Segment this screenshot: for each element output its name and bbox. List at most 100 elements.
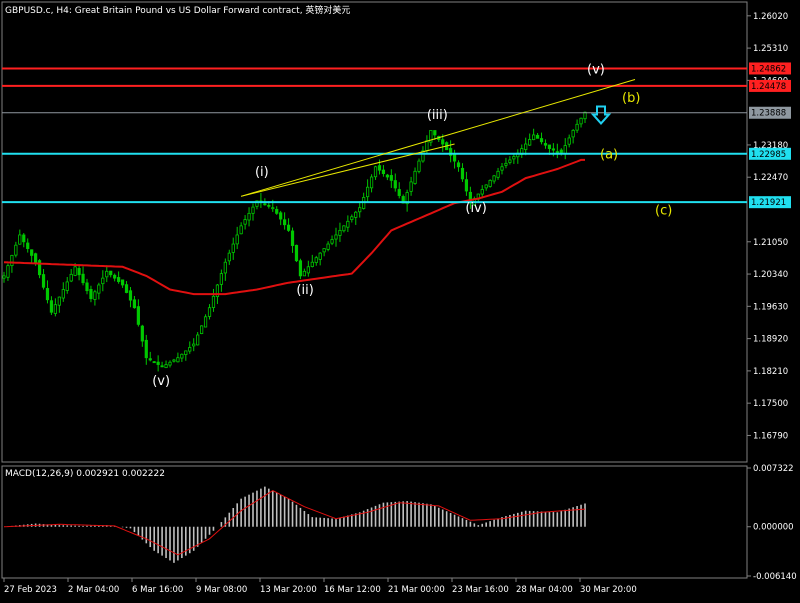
- candle-body: [555, 151, 559, 154]
- horizontal-levels[interactable]: [2, 67, 747, 204]
- wave-labels: (v) (i) (ii) (iii) (iv) (v) (a) (b) (c): [152, 63, 672, 389]
- candle-body: [330, 239, 334, 244]
- candle-body: [105, 270, 109, 278]
- candle-body: [551, 148, 555, 151]
- candle-body: [45, 288, 50, 301]
- wave-label: (ii): [296, 283, 313, 298]
- macd-signal-line: [3, 490, 586, 556]
- candle-body: [583, 111, 587, 120]
- time-axis-label: 28 Mar 04:00: [516, 585, 573, 595]
- support-upper-tag: 1.22985: [751, 150, 786, 160]
- candle-body: [219, 273, 223, 285]
- candle-body: [409, 181, 413, 192]
- time-axis-label: 21 Mar 00:00: [388, 585, 445, 595]
- wave-label: (iii): [427, 108, 448, 123]
- candle-body: [405, 192, 409, 205]
- candle-body: [460, 167, 465, 180]
- candle-body: [61, 289, 65, 299]
- candle-body: [318, 252, 322, 260]
- price-axis-label: 1.19630: [753, 302, 788, 312]
- candle-body: [49, 300, 54, 313]
- candle-body: [524, 143, 528, 150]
- candle-body: [512, 156, 516, 160]
- chart-title: GBPUSD.c, H4: Great Britain Pound vs US …: [5, 6, 351, 16]
- macd-indicator: [3, 486, 586, 563]
- time-axis-label: 13 Mar 20:00: [260, 585, 317, 595]
- wave-label: (i): [255, 165, 269, 180]
- price-axis-label: 1.18920: [753, 335, 788, 345]
- candle-body: [500, 166, 504, 171]
- candle-body: [504, 162, 508, 166]
- candle-body: [366, 186, 370, 198]
- candle-body: [449, 148, 453, 156]
- main-pane-frame: [1, 1, 748, 463]
- candle-body: [97, 284, 101, 294]
- time-axis-label: 6 Mar 16:00: [132, 585, 183, 595]
- candle-body: [456, 162, 461, 168]
- candle-body: [184, 350, 188, 356]
- price-axis-label: 1.22470: [753, 173, 788, 183]
- candle-body: [22, 234, 26, 243]
- candle-body: [484, 184, 488, 189]
- candle-body: [160, 365, 164, 368]
- candle-body: [381, 169, 386, 174]
- candle-body: [85, 282, 89, 292]
- candle-body: [30, 249, 34, 256]
- moving-average-line: [3, 158, 585, 296]
- resistance-upper-tag-bg: [749, 62, 791, 75]
- candle-body: [180, 353, 184, 359]
- support-upper-tag-bg: [749, 147, 791, 160]
- trendlines[interactable]: [241, 78, 636, 197]
- candle-body: [532, 134, 536, 141]
- candle-body: [358, 207, 362, 213]
- candle-body: [10, 255, 14, 267]
- candle-body: [188, 347, 192, 352]
- candle-body: [310, 261, 314, 267]
- candle-body: [389, 175, 393, 181]
- candle-body: [53, 304, 57, 314]
- candle-body: [231, 243, 235, 253]
- candle-body: [496, 170, 500, 178]
- candle-body: [196, 334, 200, 346]
- candle-body: [69, 273, 73, 282]
- candle-body: [14, 244, 18, 256]
- candle-body: [247, 212, 251, 221]
- candle-body: [326, 243, 330, 250]
- candle-body: [480, 189, 484, 195]
- down-arrow-icon: [590, 105, 612, 125]
- candle-body: [535, 134, 540, 139]
- candle-body: [101, 277, 105, 285]
- candle-body: [152, 361, 156, 364]
- candle-body: [559, 149, 563, 154]
- candle-body: [6, 265, 10, 278]
- price-axis-label: 1.17500: [753, 399, 788, 409]
- candle-body: [172, 359, 176, 362]
- time-axis-label: 2 Mar 04:00: [68, 585, 119, 595]
- candle-body: [239, 225, 243, 235]
- candle-body: [113, 274, 117, 279]
- candle-body: [89, 289, 93, 300]
- candle-body: [298, 260, 303, 277]
- candle-body: [144, 339, 148, 359]
- axes: 1.260201.253101.246001.231801.224701.210…: [3, 12, 797, 595]
- price-axis-label: 1.18210: [753, 367, 788, 377]
- candle-body: [346, 220, 350, 228]
- wave-label: (v): [152, 374, 170, 389]
- candle-body: [571, 129, 575, 138]
- candle-body: [77, 268, 81, 276]
- candle-body: [579, 117, 583, 125]
- candle-body: [57, 296, 61, 306]
- candle-body: [65, 281, 69, 291]
- price-axis-label: 1.23180: [753, 141, 788, 151]
- candle-body: [156, 361, 160, 365]
- wave-label: (iv): [465, 201, 486, 216]
- lower-trendline[interactable]: [241, 143, 455, 197]
- candle-body: [354, 211, 358, 218]
- candle-body: [81, 273, 85, 284]
- candle-body: [148, 358, 152, 361]
- upper-trendline[interactable]: [241, 78, 636, 197]
- candle-body: [567, 137, 571, 145]
- candle-body: [279, 212, 283, 220]
